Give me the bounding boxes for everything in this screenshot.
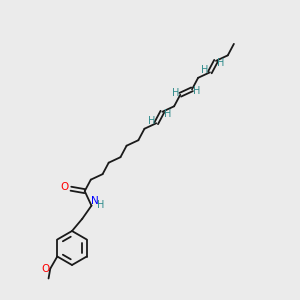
Text: H: H: [148, 116, 155, 126]
Text: H: H: [201, 65, 208, 75]
Text: H: H: [217, 58, 225, 68]
Text: O: O: [61, 182, 69, 192]
Text: H: H: [97, 200, 104, 210]
Text: H: H: [172, 88, 179, 98]
Text: N: N: [91, 196, 98, 206]
Text: H: H: [164, 109, 171, 119]
Text: O: O: [41, 264, 50, 274]
Text: H: H: [193, 86, 201, 96]
